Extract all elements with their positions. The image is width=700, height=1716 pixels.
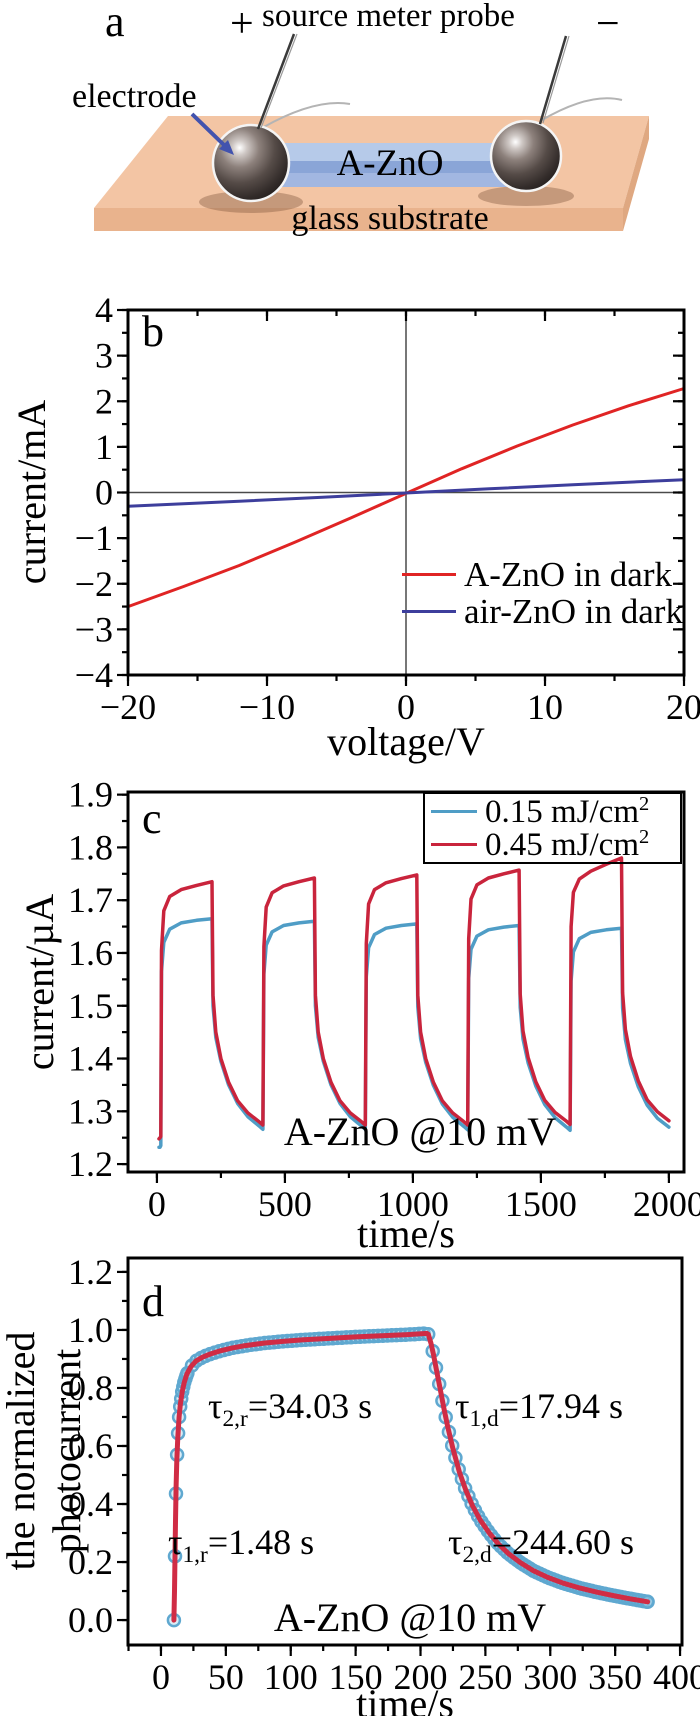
photoresponse-ylabel: current/µA	[17, 893, 62, 1071]
azno-film-label: A-ZnO	[336, 143, 444, 184]
legend-label: 0.45 mJ/cm2	[485, 825, 650, 863]
normalized-xlabel: time/s	[356, 1681, 454, 1716]
blue-line-swatch	[431, 810, 477, 813]
svg-text:1.4: 1.4	[68, 1039, 113, 1079]
legend-label: A-ZnO in dark	[464, 554, 673, 594]
tau-rise-2-annotation: τ2,r=34.03 s	[208, 1386, 373, 1433]
panel-b-letter: b	[142, 307, 164, 356]
svg-text:1.8: 1.8	[68, 827, 113, 867]
normalized-ylabel: the normalized photocurrent	[0, 1241, 90, 1661]
svg-text:−20: −20	[100, 687, 156, 727]
svg-text:150: 150	[329, 1657, 383, 1697]
svg-text:100: 100	[264, 1657, 318, 1697]
svg-text:0.6: 0.6	[68, 1426, 113, 1466]
minus-sign: −	[596, 1, 620, 47]
svg-text:10: 10	[527, 687, 563, 727]
svg-text:500: 500	[258, 1184, 312, 1224]
normalized-photocurrent-chart: 0 50 100 150 200 250 300 350 400 0.0 0.2 0.4 0.6 0.8 1…	[68, 1252, 700, 1697]
svg-text:200: 200	[394, 1657, 448, 1697]
panel-d-letter: d	[142, 1277, 164, 1326]
svg-text:0.2: 0.2	[68, 1542, 113, 1582]
ylabel-line2: photocurrent	[44, 1348, 89, 1554]
svg-text:1.5: 1.5	[68, 986, 113, 1026]
superscript-2: 2	[639, 792, 650, 815]
red-line-swatch	[402, 573, 456, 576]
svg-text:0: 0	[152, 1657, 170, 1697]
sphere-shadow-right	[478, 186, 574, 206]
plus-sign: +	[230, 1, 254, 47]
electrode-label: electrode	[72, 78, 197, 115]
tau-rise-1-annotation: τ1,r=1.48 s	[168, 1522, 315, 1569]
electrode-sphere-right	[489, 119, 563, 193]
bias-annotation-d: A-ZnO @10 mV	[273, 1595, 547, 1640]
svg-text:400: 400	[653, 1657, 700, 1697]
legend-label: 0.15 mJ/cm2	[485, 792, 650, 830]
svg-text:20: 20	[666, 687, 700, 727]
svg-text:0.0: 0.0	[68, 1600, 113, 1640]
svg-text:0.8: 0.8	[68, 1368, 113, 1408]
svg-text:4: 4	[95, 290, 113, 330]
svg-text:−4: −4	[75, 655, 113, 695]
electrode-sphere-left	[211, 123, 291, 203]
svg-text:1.9: 1.9	[68, 775, 113, 815]
blue-line-swatch	[402, 610, 456, 613]
azno-film	[253, 143, 525, 187]
svg-text:1.6: 1.6	[68, 933, 113, 973]
svg-text:1.2: 1.2	[68, 1144, 113, 1184]
svg-text:1.7: 1.7	[68, 880, 113, 920]
fluence-legend: 0.15 mJ/cm2 0.45 mJ/cm2	[423, 792, 682, 864]
svg-text:250: 250	[458, 1657, 512, 1697]
ylabel-line1: the normalized	[0, 1331, 43, 1571]
glass-substrate-label: glass substrate	[291, 200, 489, 237]
panel-c-letter: c	[142, 794, 162, 843]
tau-decay-1-annotation: τ1,d=17.94 s	[455, 1386, 624, 1433]
iv-ylabel: current/mA	[9, 399, 54, 585]
svg-text:−2: −2	[75, 564, 113, 604]
probe-needle-right	[538, 35, 570, 125]
svg-text:50: 50	[208, 1657, 244, 1697]
legend-label: air-ZnO in dark	[464, 591, 683, 631]
electrode-arrow	[190, 112, 234, 155]
svg-text:1.3: 1.3	[68, 1091, 113, 1131]
wire-right	[541, 97, 623, 121]
svg-text:350: 350	[588, 1657, 642, 1697]
svg-text:300: 300	[523, 1657, 577, 1697]
photoresponse-chart: 0 500 1000 1500 2000 1.2 1.3 1.4 1.5 1.6 1.7 1.8 1.9	[68, 775, 700, 1224]
svg-text:2000: 2000	[633, 1184, 700, 1224]
svg-text:1000: 1000	[377, 1184, 449, 1224]
svg-text:0: 0	[95, 473, 113, 513]
probe-label: source meter probe	[262, 0, 515, 34]
legend-item-015: 0.15 mJ/cm2	[431, 792, 674, 830]
wire-left	[261, 102, 351, 129]
svg-text:1.2: 1.2	[68, 1252, 113, 1292]
svg-text:1: 1	[95, 427, 113, 467]
bias-annotation-c: A-ZnO @10 mV	[283, 1109, 557, 1154]
svg-text:0: 0	[397, 687, 415, 727]
photoresponse-xlabel: time/s	[357, 1211, 455, 1256]
svg-text:1.0: 1.0	[68, 1310, 113, 1350]
legend-item-045: 0.45 mJ/cm2	[431, 825, 674, 863]
red-line-swatch	[431, 843, 477, 846]
svg-text:−1: −1	[75, 518, 113, 558]
probe-needle-left	[256, 33, 298, 130]
legend-item-airzno-dark: air-ZnO in dark	[402, 591, 683, 631]
iv-xlabel: voltage/V	[327, 719, 485, 764]
panel-a-letter: a	[105, 0, 125, 46]
tau-decay-2-annotation: τ2,d=244.60 s	[448, 1522, 635, 1569]
device-schematic	[94, 33, 649, 231]
legend-item-azno-dark: A-ZnO in dark	[402, 554, 683, 594]
iv-legend: A-ZnO in dark air-ZnO in dark	[402, 554, 683, 631]
superscript-2: 2	[639, 825, 650, 848]
svg-text:−10: −10	[239, 687, 295, 727]
svg-text:2: 2	[95, 381, 113, 421]
svg-text:−3: −3	[75, 609, 113, 649]
svg-text:1500: 1500	[505, 1184, 577, 1224]
svg-text:0.4: 0.4	[68, 1484, 113, 1524]
svg-text:0: 0	[148, 1184, 166, 1224]
svg-text:3: 3	[95, 336, 113, 376]
